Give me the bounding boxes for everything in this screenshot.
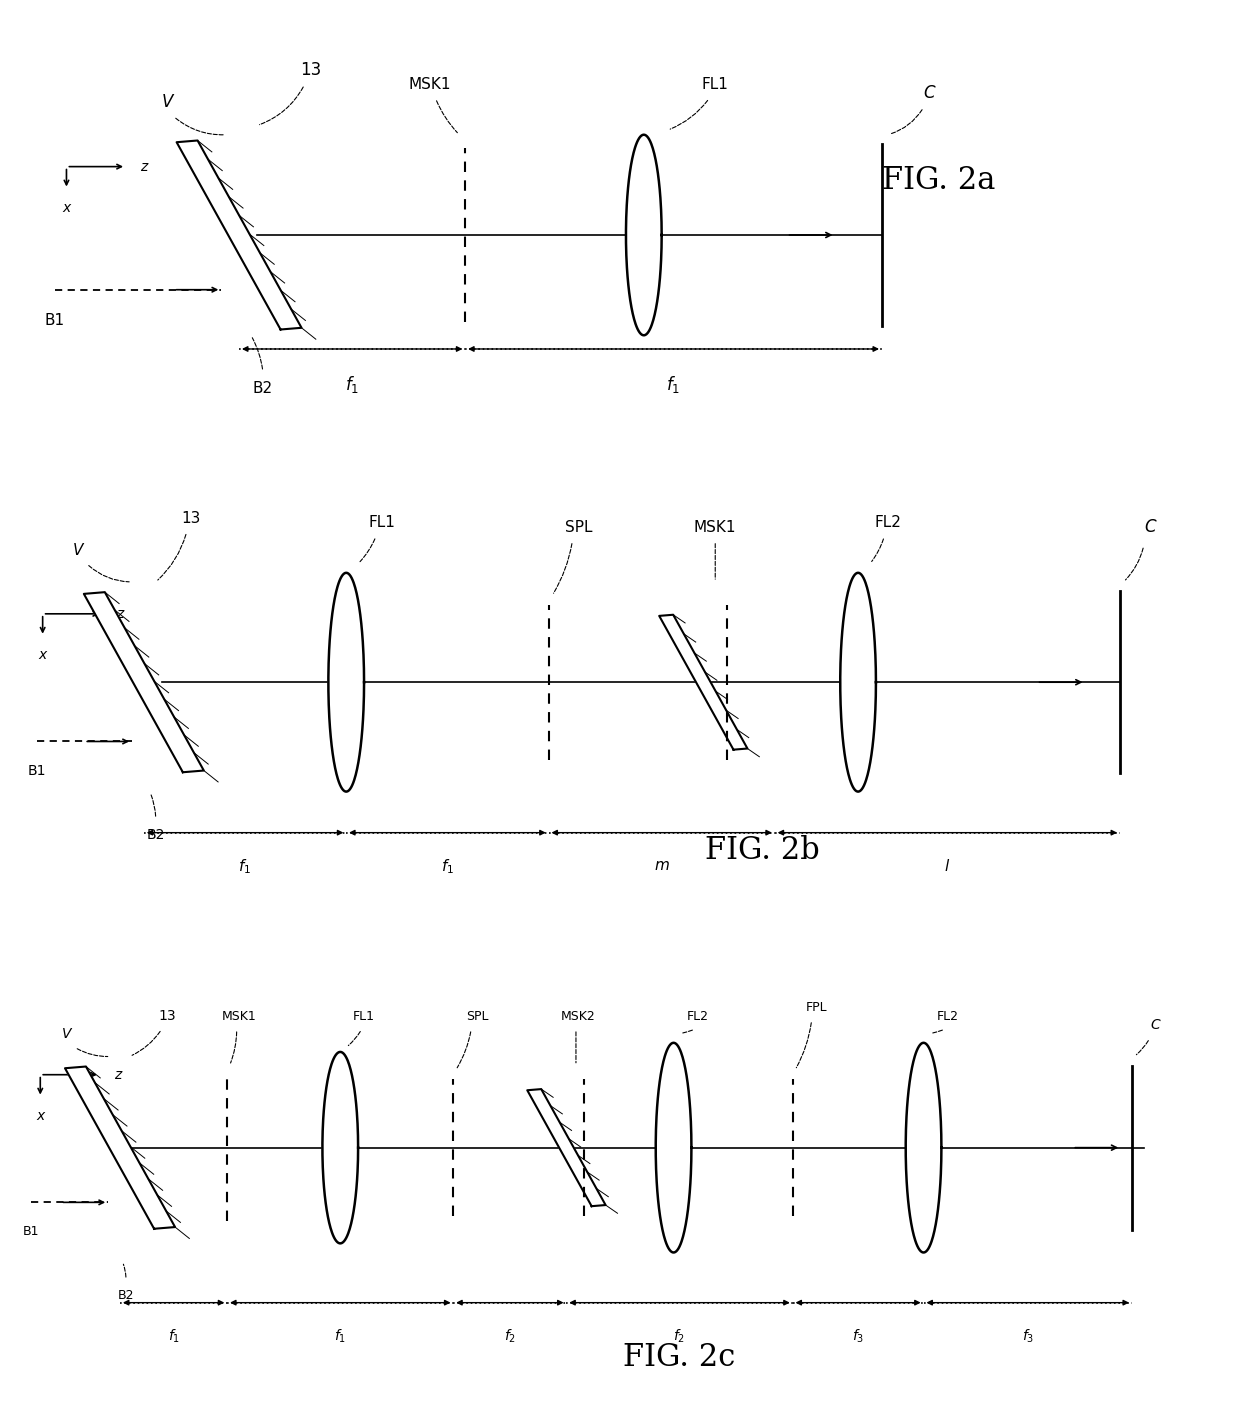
Text: $l$: $l$ — [945, 857, 950, 874]
Text: FIG. 2c: FIG. 2c — [624, 1342, 735, 1373]
Text: $f_1$: $f_1$ — [345, 374, 360, 395]
Text: MSK2: MSK2 — [560, 1010, 595, 1024]
Text: x: x — [62, 200, 71, 214]
Text: $f_2$: $f_2$ — [503, 1328, 516, 1345]
Text: FIG. 2b: FIG. 2b — [706, 835, 820, 866]
Text: B2: B2 — [118, 1289, 134, 1301]
Text: $f_2$: $f_2$ — [673, 1328, 686, 1345]
Text: SPL: SPL — [466, 1010, 489, 1024]
Text: FL1: FL1 — [353, 1010, 374, 1024]
Text: $m$: $m$ — [653, 857, 670, 873]
Text: C: C — [1151, 1018, 1161, 1032]
Text: $f_1$: $f_1$ — [335, 1328, 346, 1345]
Text: 13: 13 — [300, 62, 321, 79]
Text: FL2: FL2 — [936, 1010, 959, 1024]
Text: C: C — [1145, 517, 1156, 536]
Text: B2: B2 — [253, 381, 273, 396]
Polygon shape — [329, 572, 365, 791]
Polygon shape — [626, 135, 662, 336]
Polygon shape — [841, 572, 875, 791]
Text: FIG. 2a: FIG. 2a — [882, 165, 996, 196]
Text: B1: B1 — [22, 1225, 38, 1238]
Text: $f_3$: $f_3$ — [852, 1328, 864, 1345]
Text: MSK1: MSK1 — [408, 78, 451, 92]
Text: 13: 13 — [159, 1010, 176, 1024]
Text: SPL: SPL — [564, 520, 591, 534]
Text: MSK1: MSK1 — [222, 1010, 257, 1024]
Text: 13: 13 — [182, 510, 201, 526]
Text: z: z — [114, 1067, 122, 1081]
Polygon shape — [656, 1043, 692, 1252]
Text: $f_1$: $f_1$ — [167, 1328, 180, 1345]
Text: z: z — [140, 159, 148, 173]
Text: V: V — [162, 93, 174, 111]
Text: $f_1$: $f_1$ — [441, 857, 454, 877]
Polygon shape — [905, 1043, 941, 1252]
Text: FL1: FL1 — [702, 78, 729, 92]
Text: FL2: FL2 — [687, 1010, 708, 1024]
Text: B2: B2 — [146, 828, 165, 842]
Text: $f_1$: $f_1$ — [238, 857, 252, 877]
Text: B1: B1 — [45, 313, 64, 327]
Text: FL1: FL1 — [368, 515, 396, 530]
Text: x: x — [36, 1108, 45, 1122]
Polygon shape — [84, 592, 203, 773]
Text: $f_3$: $f_3$ — [1022, 1328, 1034, 1345]
Text: C: C — [924, 85, 935, 103]
Text: FL2: FL2 — [874, 515, 901, 530]
Polygon shape — [527, 1089, 605, 1206]
Polygon shape — [660, 615, 748, 750]
Text: x: x — [38, 649, 47, 663]
Text: FPL: FPL — [806, 1001, 827, 1014]
Text: V: V — [73, 543, 83, 557]
Text: z: z — [117, 606, 124, 620]
Text: V: V — [62, 1028, 71, 1041]
Polygon shape — [64, 1066, 175, 1228]
Text: MSK1: MSK1 — [694, 520, 737, 534]
Polygon shape — [176, 141, 301, 330]
Text: B1: B1 — [27, 764, 46, 778]
Text: $f_1$: $f_1$ — [666, 374, 681, 395]
Polygon shape — [322, 1052, 358, 1244]
